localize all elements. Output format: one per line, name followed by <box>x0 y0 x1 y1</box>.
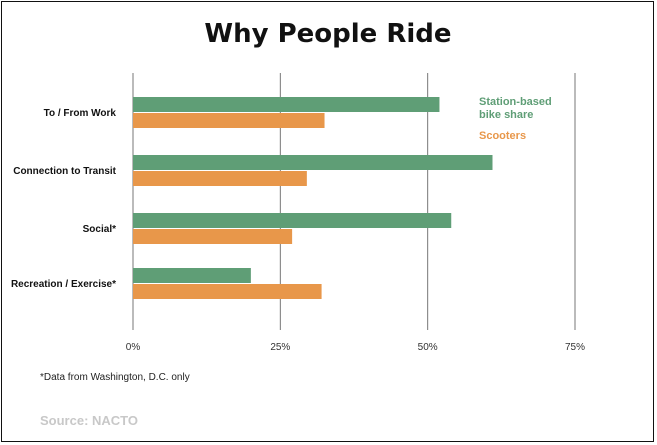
footnote: *Data from Washington, D.C. only <box>40 372 190 383</box>
x-tick-label: 0% <box>126 342 141 353</box>
legend-label-scooters: Scooters <box>479 130 526 142</box>
bar-scooters <box>133 229 293 244</box>
x-tick-label: 25% <box>270 342 290 353</box>
source-credit: Source: NACTO <box>40 413 138 428</box>
bar-scooters <box>133 284 322 299</box>
x-tick-label: 75% <box>565 342 585 353</box>
category-labels: To / From Work Connection to Transit Socia… <box>11 108 117 290</box>
bar-scooters <box>133 171 307 186</box>
bar-bike-share <box>133 97 440 112</box>
category-label: Recreation / Exercise* <box>11 279 116 290</box>
bar-bike-share <box>133 155 493 170</box>
bar-bike-share <box>133 213 452 228</box>
category-label: Connection to Transit <box>13 166 116 177</box>
bar-scooters <box>133 113 325 128</box>
bars-group <box>133 97 493 299</box>
category-label: To / From Work <box>44 108 117 119</box>
bar-bike-share <box>133 268 251 283</box>
x-tick-labels: 0% 25% 50% 75% <box>126 342 585 353</box>
chart-title: Why People Ride <box>204 19 451 49</box>
legend-label-bike-share: Station-based <box>479 96 552 108</box>
legend-label-bike-share: bike share <box>479 109 533 121</box>
category-label: Social* <box>83 224 116 235</box>
x-tick-label: 50% <box>418 342 438 353</box>
